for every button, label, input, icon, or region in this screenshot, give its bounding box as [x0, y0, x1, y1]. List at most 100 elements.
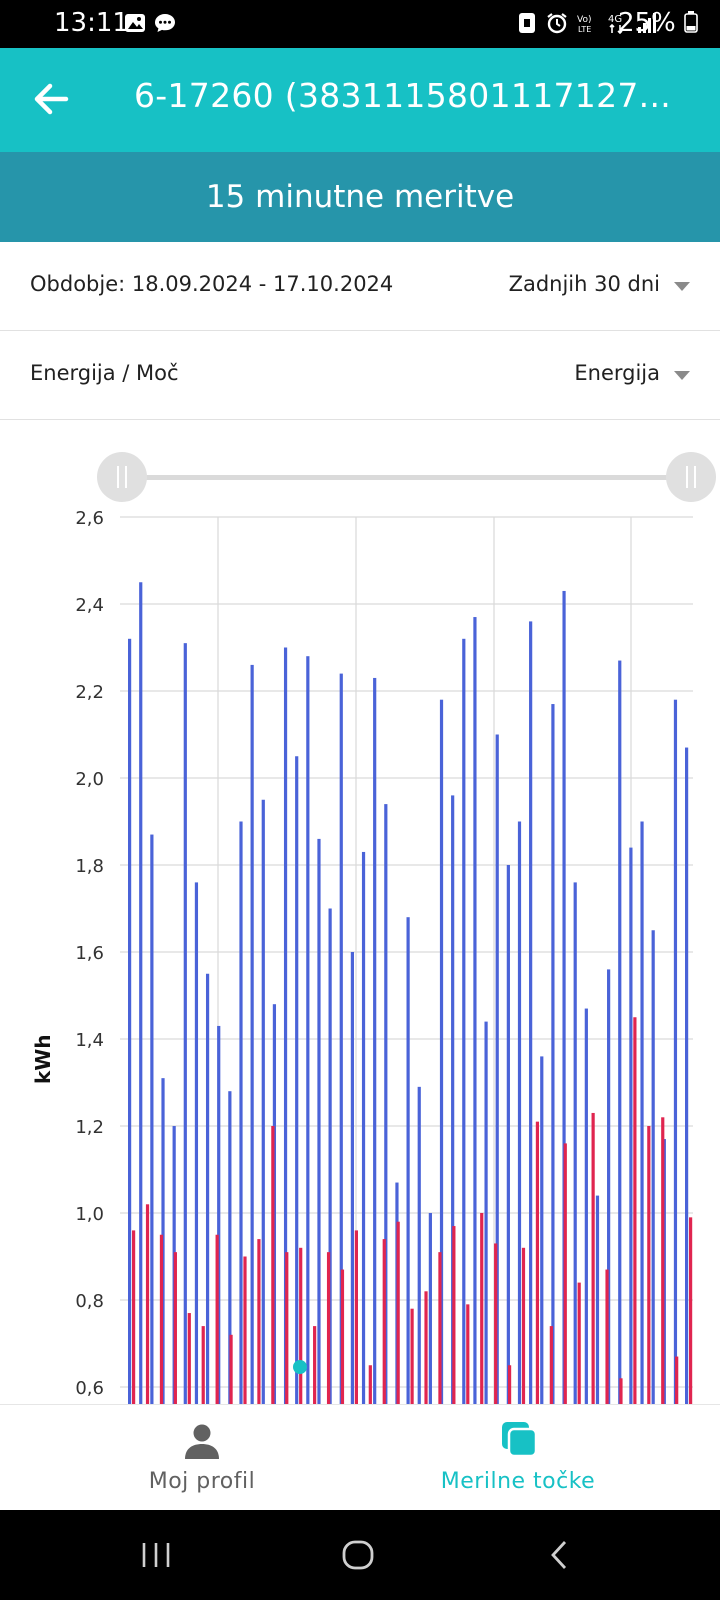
period-dropdown[interactable]: Zadnjih 30 dni: [508, 272, 660, 296]
mode-dropdown[interactable]: Energija: [574, 361, 660, 385]
chart-bar: [462, 638, 466, 1404]
battery-level: 25%: [618, 8, 698, 38]
back-nav-icon[interactable]: [540, 1535, 580, 1575]
y-tick-label: 1,6: [75, 943, 104, 964]
chart-bar: [439, 699, 444, 1404]
energy-chart: 2,6 2,4 2,2 2,0 1,8 1,6 1,4 1,2 1,0 0,8 0,6 kWh: [31, 452, 716, 1404]
chart-bar: [283, 647, 288, 1404]
chart-bar: [595, 1195, 600, 1404]
y-axis-label: kWh: [31, 1034, 55, 1084]
chart-bar: [250, 664, 254, 1404]
person-icon: [185, 1424, 219, 1459]
chart-bar: [618, 660, 622, 1404]
chart-bar: [361, 851, 366, 1404]
y-tick-label: 2,2: [75, 682, 104, 703]
chart-bar: [354, 1230, 358, 1404]
chart-bar: [194, 882, 199, 1404]
chart-bar: [201, 1326, 205, 1404]
y-tick-label: 1,4: [75, 1030, 104, 1051]
chart-bar: [540, 1056, 544, 1404]
chart-bar: [285, 1252, 289, 1404]
chart-bar: [173, 1252, 177, 1404]
alarm-icon: [547, 13, 567, 34]
back-arrow-icon[interactable]: [30, 78, 72, 120]
nav-item-profile[interactable]: Moj profil: [22, 1405, 382, 1511]
recent-apps-icon[interactable]: [136, 1535, 176, 1575]
chart-bar: [328, 908, 332, 1404]
chart-bar: [428, 1213, 432, 1404]
chart-bar: [577, 1282, 581, 1404]
chart-bar: [239, 821, 243, 1404]
chart-bar: [535, 1121, 540, 1404]
status-bar: 13:11 Vo) LTE 4G 25%: [0, 0, 720, 48]
chart-bar: [145, 1204, 150, 1404]
image-icon: [125, 14, 145, 32]
chart-bar: [299, 1247, 303, 1404]
chart-bar: [495, 734, 499, 1404]
page-title: 6-17260 (3831115801117127...: [134, 76, 672, 115]
chevron-down-icon[interactable]: [674, 371, 690, 380]
chart-bar: [484, 1021, 488, 1404]
home-icon[interactable]: [338, 1535, 378, 1575]
period-label: Obdobje: 18.09.2024 - 17.10.2024: [30, 272, 394, 296]
chart-bar: [480, 1213, 484, 1404]
chart-bar: [410, 1308, 414, 1404]
chart-bar: [521, 1247, 526, 1404]
chart-bar: [685, 747, 689, 1404]
meter-points-icon: [502, 1422, 538, 1458]
chart-area: 2,6 2,4 2,2 2,0 1,8 1,6 1,4 1,2 1,0 0,8 0,6 kWh: [0, 424, 720, 1404]
nav-item-meter-points[interactable]: Merilne točke: [338, 1405, 698, 1511]
chart-bar: [229, 1334, 233, 1404]
chart-bar: [150, 834, 154, 1404]
chart-bar: [368, 1365, 372, 1404]
chart-bar: [647, 1126, 651, 1404]
chart-bars: [128, 582, 693, 1404]
chart-bar: [629, 847, 633, 1404]
chart-bar: [159, 1234, 164, 1404]
page-indicator-dot: [293, 1360, 307, 1374]
chart-bar: [584, 1008, 588, 1404]
chart-bar: [573, 882, 577, 1404]
chart-bar: [139, 582, 143, 1404]
chart-bar: [306, 656, 310, 1404]
chart-bar: [506, 865, 510, 1404]
bottom-nav: Moj profil Merilne točke: [0, 1404, 720, 1511]
chart-bar: [551, 704, 555, 1404]
range-slider[interactable]: [97, 452, 716, 502]
chart-bar: [313, 1326, 317, 1404]
mode-row[interactable]: Energija / Moč Energija: [0, 331, 720, 420]
chart-bar: [271, 1126, 275, 1404]
chart-bar: [132, 1230, 136, 1404]
message-icon: [155, 14, 175, 32]
section-header: 15 minutne meritve: [0, 152, 720, 242]
svg-text:4G: 4G: [608, 14, 622, 25]
chart-bar: [205, 973, 210, 1404]
chart-bar: [675, 1356, 679, 1404]
signal-icon: [638, 13, 656, 33]
chart-bar: [187, 1313, 191, 1404]
range-slider-handle-left[interactable]: [97, 452, 147, 502]
range-slider-handle-right[interactable]: [666, 452, 716, 502]
battery-icon: [684, 11, 698, 33]
chart-bar: [228, 1091, 232, 1404]
chart-bar: [466, 1304, 470, 1404]
chart-bar: [183, 643, 187, 1404]
chevron-down-icon[interactable]: [674, 282, 690, 291]
nav-item-meter-points-label: Merilne točke: [440, 1469, 596, 1494]
volte-icon: Vo)LTE: [577, 15, 591, 34]
chart-bar: [326, 1252, 331, 1404]
chart-bar: [261, 799, 265, 1404]
app-bar: 6-17260 (3831115801117127...: [0, 48, 720, 152]
mode-label: Energija / Moč: [30, 361, 179, 385]
svg-text:LTE: LTE: [578, 25, 591, 34]
period-row[interactable]: Obdobje: 18.09.2024 - 17.10.2024 Zadnjih…: [0, 242, 720, 331]
chart-bar: [257, 1239, 261, 1404]
chart-bar: [350, 952, 354, 1404]
y-axis: 2,6 2,4 2,2 2,0 1,8 1,6 1,4 1,2 1,0 0,8 0,6: [75, 508, 104, 1399]
chart-bar: [507, 1365, 512, 1404]
chart-bar: [217, 1025, 221, 1404]
y-tick-label: 0,8: [75, 1291, 104, 1312]
y-tick-label: 1,8: [75, 856, 104, 877]
chart-bar: [605, 1269, 609, 1404]
chart-bar: [640, 821, 644, 1404]
